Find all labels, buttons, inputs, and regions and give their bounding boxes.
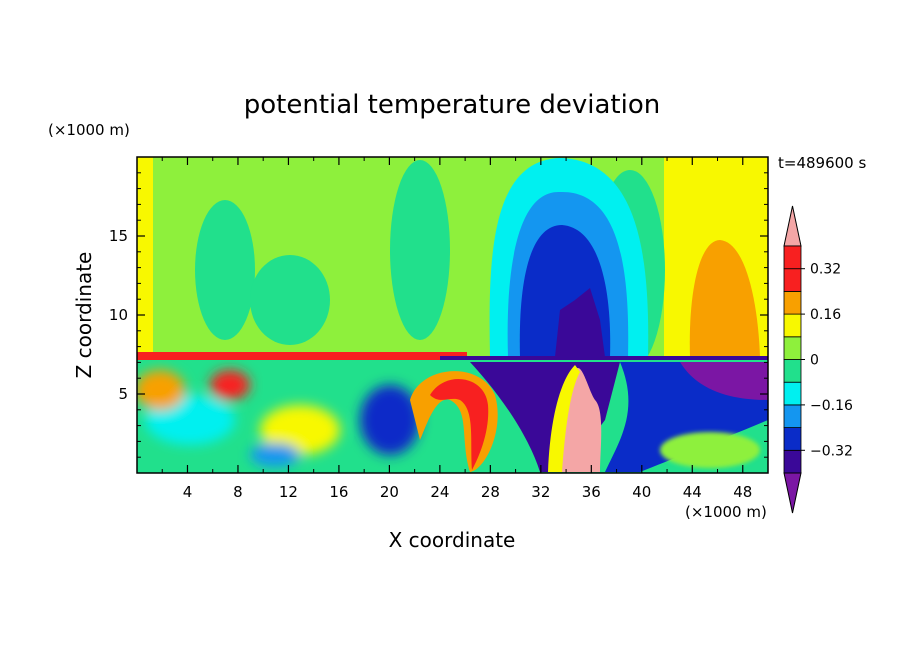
heatmap-field: [137, 157, 768, 473]
x-tick-label: 12: [279, 483, 298, 501]
field-yellow-rim: [548, 365, 580, 472]
field-interface-red: [137, 352, 467, 360]
colorbar-tick-label: 0.16: [810, 307, 841, 323]
colorbar-segment: [783, 313, 802, 338]
x-unit-label: (×1000 m): [685, 503, 767, 521]
field-left-yellow-band: [137, 157, 153, 357]
field-lower-blue-spot: [250, 443, 300, 467]
colorbar-segment: [783, 359, 802, 383]
colorbar-segment: [783, 427, 802, 451]
field-dark-blue-core: [555, 288, 605, 357]
field-red-swirl: [430, 378, 489, 470]
time-label: t=489600 s: [778, 154, 866, 172]
x-axis-label: X coordinate: [389, 528, 516, 552]
chart-title: potential temperature deviation: [244, 90, 660, 120]
field-upper-left-teal-patch: [195, 200, 255, 340]
x-tick-label: 16: [329, 483, 348, 501]
colorbar-segment: [783, 290, 802, 315]
x-tick-label: 28: [481, 483, 500, 501]
field-lower-center-blue: [360, 385, 420, 455]
x-tick-label: 8: [233, 483, 243, 501]
field-lower-center-yellow: [260, 405, 340, 455]
colorbar-segment: [783, 245, 802, 270]
x-tick-label: 32: [531, 483, 550, 501]
x-tick-label: 20: [380, 483, 399, 501]
colorbar-segment: [783, 336, 802, 360]
y-unit-label: (×1000 m): [48, 121, 130, 139]
colorbar-extend-top: [783, 205, 802, 247]
x-tick-label: 4: [183, 483, 193, 501]
y-tick-label: 5: [118, 385, 128, 403]
field-orange-dome: [689, 240, 760, 357]
x-tick-label: 40: [632, 483, 651, 501]
colorbar-segment: [783, 381, 802, 406]
colorbar-tick-label: 0.32: [810, 262, 841, 278]
colorbar-tick-label: −0.32: [810, 443, 853, 459]
y-axis-label: Z coordinate: [72, 252, 96, 379]
x-tick-label: 24: [430, 483, 449, 501]
colorbar-segment: [783, 449, 802, 474]
x-tick-label: 44: [683, 483, 702, 501]
colorbar-extend-bottom: [783, 472, 802, 514]
colorbar: 0.32 0.16 0 −0.16 −0.32: [783, 205, 853, 514]
x-tick-label: 36: [582, 483, 601, 501]
field-lower-right-green: [660, 432, 760, 468]
field-lower-left-orange: [137, 370, 185, 410]
field-interface-dark: [440, 356, 768, 360]
x-axis: 4 8 12 16 20 24 28 32 36 40 44 48: [161, 157, 752, 501]
x-tick-label: 48: [733, 483, 752, 501]
colorbar-segment: [783, 404, 802, 428]
colorbar-tick-label: 0: [810, 353, 819, 369]
field-lower-left-red: [210, 370, 250, 400]
colorbar-tick-label: −0.16: [810, 398, 853, 414]
field-upper-center-teal-patch: [390, 160, 450, 340]
field-right-purple-region: [680, 362, 768, 400]
y-tick-label: 10: [109, 306, 128, 324]
colorbar-segment: [783, 268, 802, 292]
field-upper-mid-teal-patch: [250, 255, 330, 345]
y-axis: 5 10 15: [109, 172, 768, 458]
y-tick-label: 15: [109, 227, 128, 245]
